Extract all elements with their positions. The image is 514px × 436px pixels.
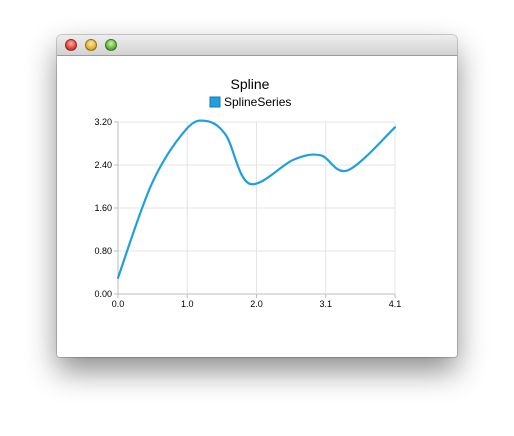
- y-tick-label: 3.20: [94, 117, 112, 127]
- app-window: Spline SplineSeries 0.00 0.80 1.60 2.40 3.20…: [57, 35, 457, 357]
- zoom-button[interactable]: [105, 39, 117, 51]
- legend-marker: [209, 96, 221, 108]
- x-tick-label: 0.0: [112, 299, 125, 309]
- spline-chart: Spline SplineSeries 0.00 0.80 1.60 2.40 3.20…: [94, 76, 402, 309]
- title-bar[interactable]: [57, 35, 457, 56]
- x-tick-label: 4.1: [389, 299, 402, 309]
- chart-view: Spline SplineSeries 0.00 0.80 1.60 2.40 3.20…: [57, 56, 457, 357]
- legend: SplineSeries: [209, 95, 291, 109]
- minimize-button[interactable]: [85, 39, 97, 51]
- spline-series-line: [116, 119, 397, 279]
- x-tick-label: 2.0: [250, 299, 263, 309]
- y-tick-label: 0.80: [94, 246, 112, 256]
- legend-label: SplineSeries: [224, 95, 291, 109]
- y-tick-label: 0.00: [94, 289, 112, 299]
- x-tick-label: 3.1: [319, 299, 332, 309]
- y-tick-label: 2.40: [94, 160, 112, 170]
- close-button[interactable]: [65, 39, 77, 51]
- chart-title: Spline: [231, 76, 270, 92]
- x-tick-label: 1.0: [181, 299, 194, 309]
- y-tick-label: 1.60: [94, 203, 112, 213]
